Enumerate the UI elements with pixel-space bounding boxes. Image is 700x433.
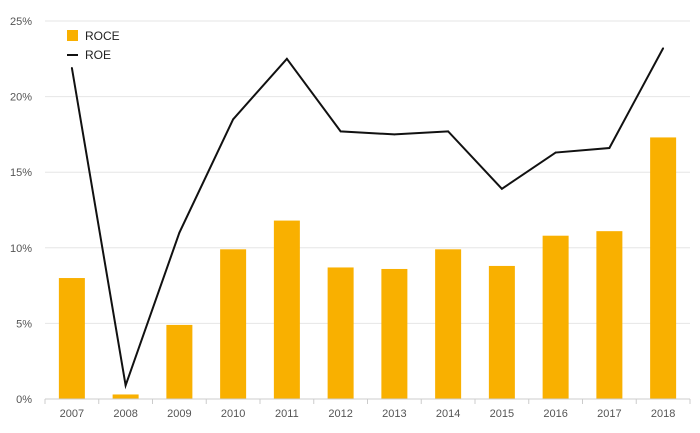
roce-bar-2011 (273, 220, 300, 399)
roe-point-2009 (178, 231, 181, 234)
roce-bar-2015 (488, 265, 515, 399)
y-tick-label: 15% (10, 167, 32, 179)
roe-point-2012 (339, 130, 342, 133)
x-tick-label: 2013 (382, 408, 406, 420)
roce-bar-2009 (166, 324, 193, 399)
roce-bar-2013 (381, 268, 408, 399)
roe-line-layer (70, 47, 665, 390)
roce-bar-2018 (650, 137, 677, 399)
x-tick-label: 2008 (113, 408, 137, 420)
y-tick-label: 10% (10, 243, 32, 255)
roe-line (70, 47, 665, 390)
x-tick-label: 2017 (597, 408, 621, 420)
y-tick-label: 5% (16, 318, 32, 330)
roe-point-2011 (285, 57, 288, 60)
roe-point-2015 (500, 187, 503, 190)
x-tick-label: 2018 (651, 408, 675, 420)
roe-point-2017 (608, 147, 611, 149)
gridlines (45, 20, 690, 324)
roce-bar-2012 (327, 267, 354, 399)
roce-bar-2010 (220, 249, 247, 399)
roce-bar-2007 (58, 278, 85, 399)
roce-bars (58, 137, 677, 399)
legend: ROCE ROE (67, 29, 120, 62)
roce-bar-2008 (112, 394, 139, 399)
roe-point-2010 (232, 118, 235, 121)
x-tick-label: 2009 (167, 408, 191, 420)
roe-point-2016 (554, 151, 557, 154)
x-tick-label: 2015 (490, 408, 514, 420)
roe-point-2008 (124, 384, 127, 387)
roce-bar-2017 (596, 231, 623, 399)
x-tick-label: 2012 (328, 408, 352, 420)
x-tick-label: 2010 (221, 408, 245, 420)
x-tick-label: 2007 (60, 408, 84, 420)
legend-label-roce: ROCE (85, 29, 120, 43)
y-tick-label: 25% (10, 16, 32, 28)
x-tick-label: 2011 (275, 408, 299, 420)
y-tick-label: 0% (16, 394, 32, 406)
roe-point-2018 (662, 47, 665, 50)
roe-point-2013 (393, 133, 396, 136)
roce-bar-2014 (435, 249, 462, 399)
roe-point-2007 (70, 66, 73, 69)
roe-point-2014 (447, 130, 450, 133)
y-axis: 0% 5% 10% 15% 20% 25% (10, 16, 32, 406)
roce-bar-2016 (542, 235, 569, 399)
legend-label-roe: ROE (85, 48, 111, 62)
y-tick-label: 20% (10, 92, 32, 104)
legend-swatch-roce (67, 30, 78, 41)
x-tick-label: 2016 (543, 408, 567, 420)
x-axis: 2007 2008 2009 2010 2011 2012 2013 2014 2015 2016… (44, 398, 691, 420)
x-tick-label: 2014 (436, 408, 460, 420)
